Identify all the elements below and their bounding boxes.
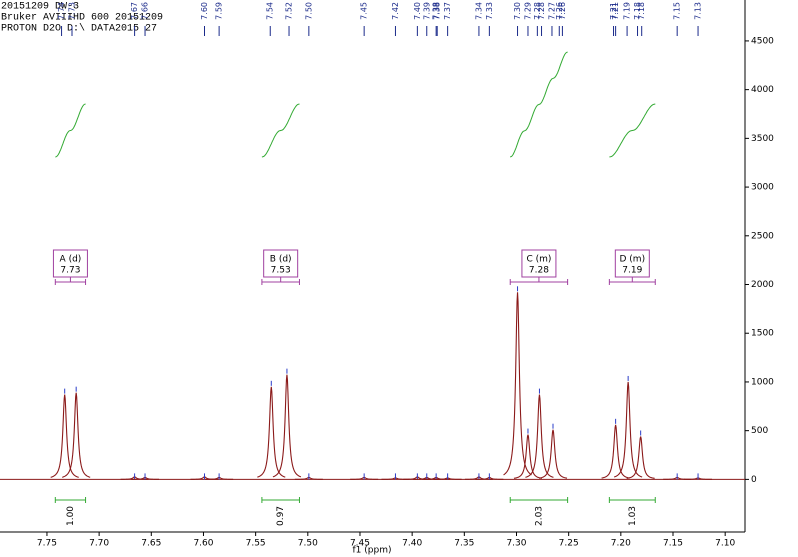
peak-pick-label: 7.13 (694, 2, 703, 20)
peak (613, 381, 643, 478)
peak-pick-label: 7.19 (623, 2, 632, 20)
integral-value: 2.03 (534, 506, 544, 526)
x-tick-label: 7.30 (506, 539, 526, 549)
y-tick-label: 3000 (751, 183, 774, 193)
multiplet-shift: 7.73 (60, 266, 80, 276)
peak-pick-label: 7.73 (67, 2, 76, 20)
peak-pick-label: 7.60 (200, 2, 209, 20)
x-tick-label: 7.10 (715, 539, 735, 549)
multiplet-box (614, 249, 650, 278)
y-tick-label: 0 (751, 475, 757, 485)
integral-value: 1.00 (66, 506, 76, 526)
x-tick-label: 7.75 (37, 539, 57, 549)
peak-pick-label: 7.34 (474, 2, 483, 20)
integral-value: 0.97 (276, 506, 286, 526)
peak-pick-label: 7.67 (130, 2, 139, 20)
y-tick-label: 1000 (751, 377, 774, 387)
x-tick-label: 7.20 (611, 539, 631, 549)
x-tick-label: 7.70 (89, 539, 109, 549)
peak (50, 394, 79, 478)
peak (503, 292, 532, 476)
peak-pick-label: 7.52 (285, 2, 294, 20)
x-tick-label: 7.55 (246, 539, 266, 549)
peak-pick-label: 7.33 (485, 2, 494, 20)
y-tick-label: 3500 (751, 134, 774, 144)
integral-curve (261, 103, 300, 158)
multiplet-box (52, 249, 88, 278)
peak-pick-label: 7.37 (443, 2, 452, 20)
peak-pick-label: 7.54 (266, 2, 275, 20)
y-tick-label: 500 (751, 426, 768, 436)
peak-pick-label: 7.40 (413, 2, 422, 20)
multiplet-label: A (d) (60, 255, 82, 265)
x-tick-label: 7.25 (559, 539, 579, 549)
peak-pick-label: 7.39 (422, 2, 431, 20)
multiplet-box (263, 249, 299, 278)
peak (62, 392, 91, 478)
peak-pick-label: 7.21 (611, 2, 620, 20)
y-tick-label: 1500 (751, 329, 774, 339)
y-tick-label: 2000 (751, 280, 774, 290)
x-axis-title: f1 (ppm) (353, 546, 392, 556)
peak-pick-label: 7.29 (523, 2, 532, 20)
peak-pick-label: 7.27 (547, 2, 556, 20)
peak-pick-label: 7.45 (360, 2, 369, 20)
peak-pick-label: 7.18 (633, 2, 642, 20)
x-tick-label: 7.40 (402, 539, 422, 549)
peak-pick-label: 7.38 (432, 2, 441, 20)
peak-pick-label: 7.26 (558, 2, 567, 20)
peak-pick-label: 7.59 (215, 2, 224, 20)
header-line: PROTON D2O D:\ DATA2015 27 (1, 23, 157, 35)
peak (257, 386, 286, 478)
header-line: Bruker AVIIIHD 600 20151209 (1, 12, 163, 24)
multiplet-shift: 7.28 (529, 266, 549, 276)
integral-value: 1.03 (628, 506, 638, 526)
peak-pick-label: 7.74 (57, 2, 66, 20)
header-line: 20151209 DW-3 (1, 2, 79, 13)
x-tick-label: 7.15 (663, 539, 683, 549)
peak (626, 436, 655, 479)
peak-pick-label: 7.21 (609, 2, 618, 20)
multiplet-label: D (m) (620, 255, 646, 265)
integral-curve (609, 103, 656, 158)
x-tick-label: 7.35 (454, 539, 474, 549)
x-tick-label: 7.45 (350, 539, 370, 549)
x-tick-label: 7.60 (193, 539, 213, 549)
peak-pick-label: 7.28 (537, 2, 546, 20)
multiplet-label: B (d) (270, 255, 292, 265)
y-tick-label: 4000 (751, 85, 774, 95)
peak-pick-label: 7.18 (637, 2, 646, 20)
x-tick-label: 7.50 (298, 539, 318, 549)
integral-curve (55, 103, 86, 158)
multiplet-shift: 7.53 (271, 266, 291, 276)
x-tick-label: 7.65 (141, 539, 161, 549)
peak (272, 374, 302, 478)
peak-pick-label: 7.15 (673, 2, 682, 20)
multiplet-label: C (m) (526, 255, 551, 265)
peak-pick-label: 7.28 (533, 2, 542, 20)
peak (525, 394, 554, 478)
integral-curve (510, 51, 568, 158)
peak-pick-label: 7.26 (555, 2, 564, 20)
peak-pick-label: 7.30 (513, 2, 522, 20)
peak-pick-label: 7.50 (304, 2, 313, 20)
peak-pick-label: 7.42 (391, 2, 400, 20)
peak (601, 424, 630, 479)
y-tick-label: 4500 (751, 36, 774, 46)
peak (538, 429, 568, 479)
multiplet-shift: 7.19 (622, 266, 642, 276)
y-tick-label: 2500 (751, 231, 774, 241)
peak-pick-label: 7.66 (141, 2, 150, 20)
peak-pick-label: 7.38 (433, 2, 442, 20)
peak (513, 434, 543, 479)
